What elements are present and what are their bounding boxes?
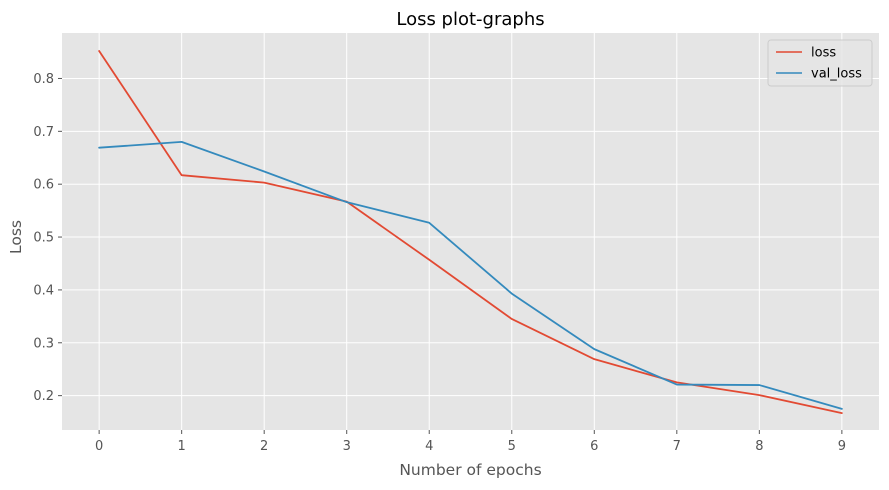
x-tick-label: 6 bbox=[590, 439, 598, 454]
y-tick-label: 0.8 bbox=[33, 72, 54, 87]
y-tick-label: 0.4 bbox=[33, 283, 54, 298]
x-tick-label: 4 bbox=[425, 439, 433, 454]
y-tick-label: 0.7 bbox=[33, 125, 54, 140]
x-tick-label: 0 bbox=[95, 439, 103, 454]
x-tick-label: 5 bbox=[508, 439, 516, 454]
x-tick-label: 8 bbox=[755, 439, 763, 454]
series-line-loss bbox=[98, 50, 843, 414]
x-tick-label: 7 bbox=[673, 439, 681, 454]
y-tick-label: 0.3 bbox=[33, 336, 54, 351]
x-tick-label: 2 bbox=[260, 439, 268, 454]
y-tick-label: 0.2 bbox=[33, 389, 54, 404]
x-tick-label: 1 bbox=[178, 439, 186, 454]
axis-ticks: 0 1 2 3 4 5 6 7 8 9 0.2 0.3 0.4 0.5 0.6 0.7 0.8 bbox=[33, 72, 846, 454]
x-tick-label: 9 bbox=[838, 439, 846, 454]
legend-label-loss: loss bbox=[811, 46, 836, 61]
legend-label-val-loss: val_loss bbox=[811, 67, 862, 82]
chart-title: Loss plot-graphs bbox=[396, 9, 544, 30]
plot-area bbox=[62, 33, 879, 430]
y-tick-label: 0.6 bbox=[33, 178, 54, 193]
series-line-val-loss bbox=[98, 140, 843, 410]
series bbox=[98, 50, 843, 414]
x-tick-label: 3 bbox=[343, 439, 351, 454]
x-axis-label: Number of epochs bbox=[399, 461, 541, 479]
y-axis-label: Loss bbox=[7, 220, 25, 254]
y-tick-label: 0.5 bbox=[33, 231, 54, 246]
legend: loss val_loss bbox=[767, 39, 873, 87]
